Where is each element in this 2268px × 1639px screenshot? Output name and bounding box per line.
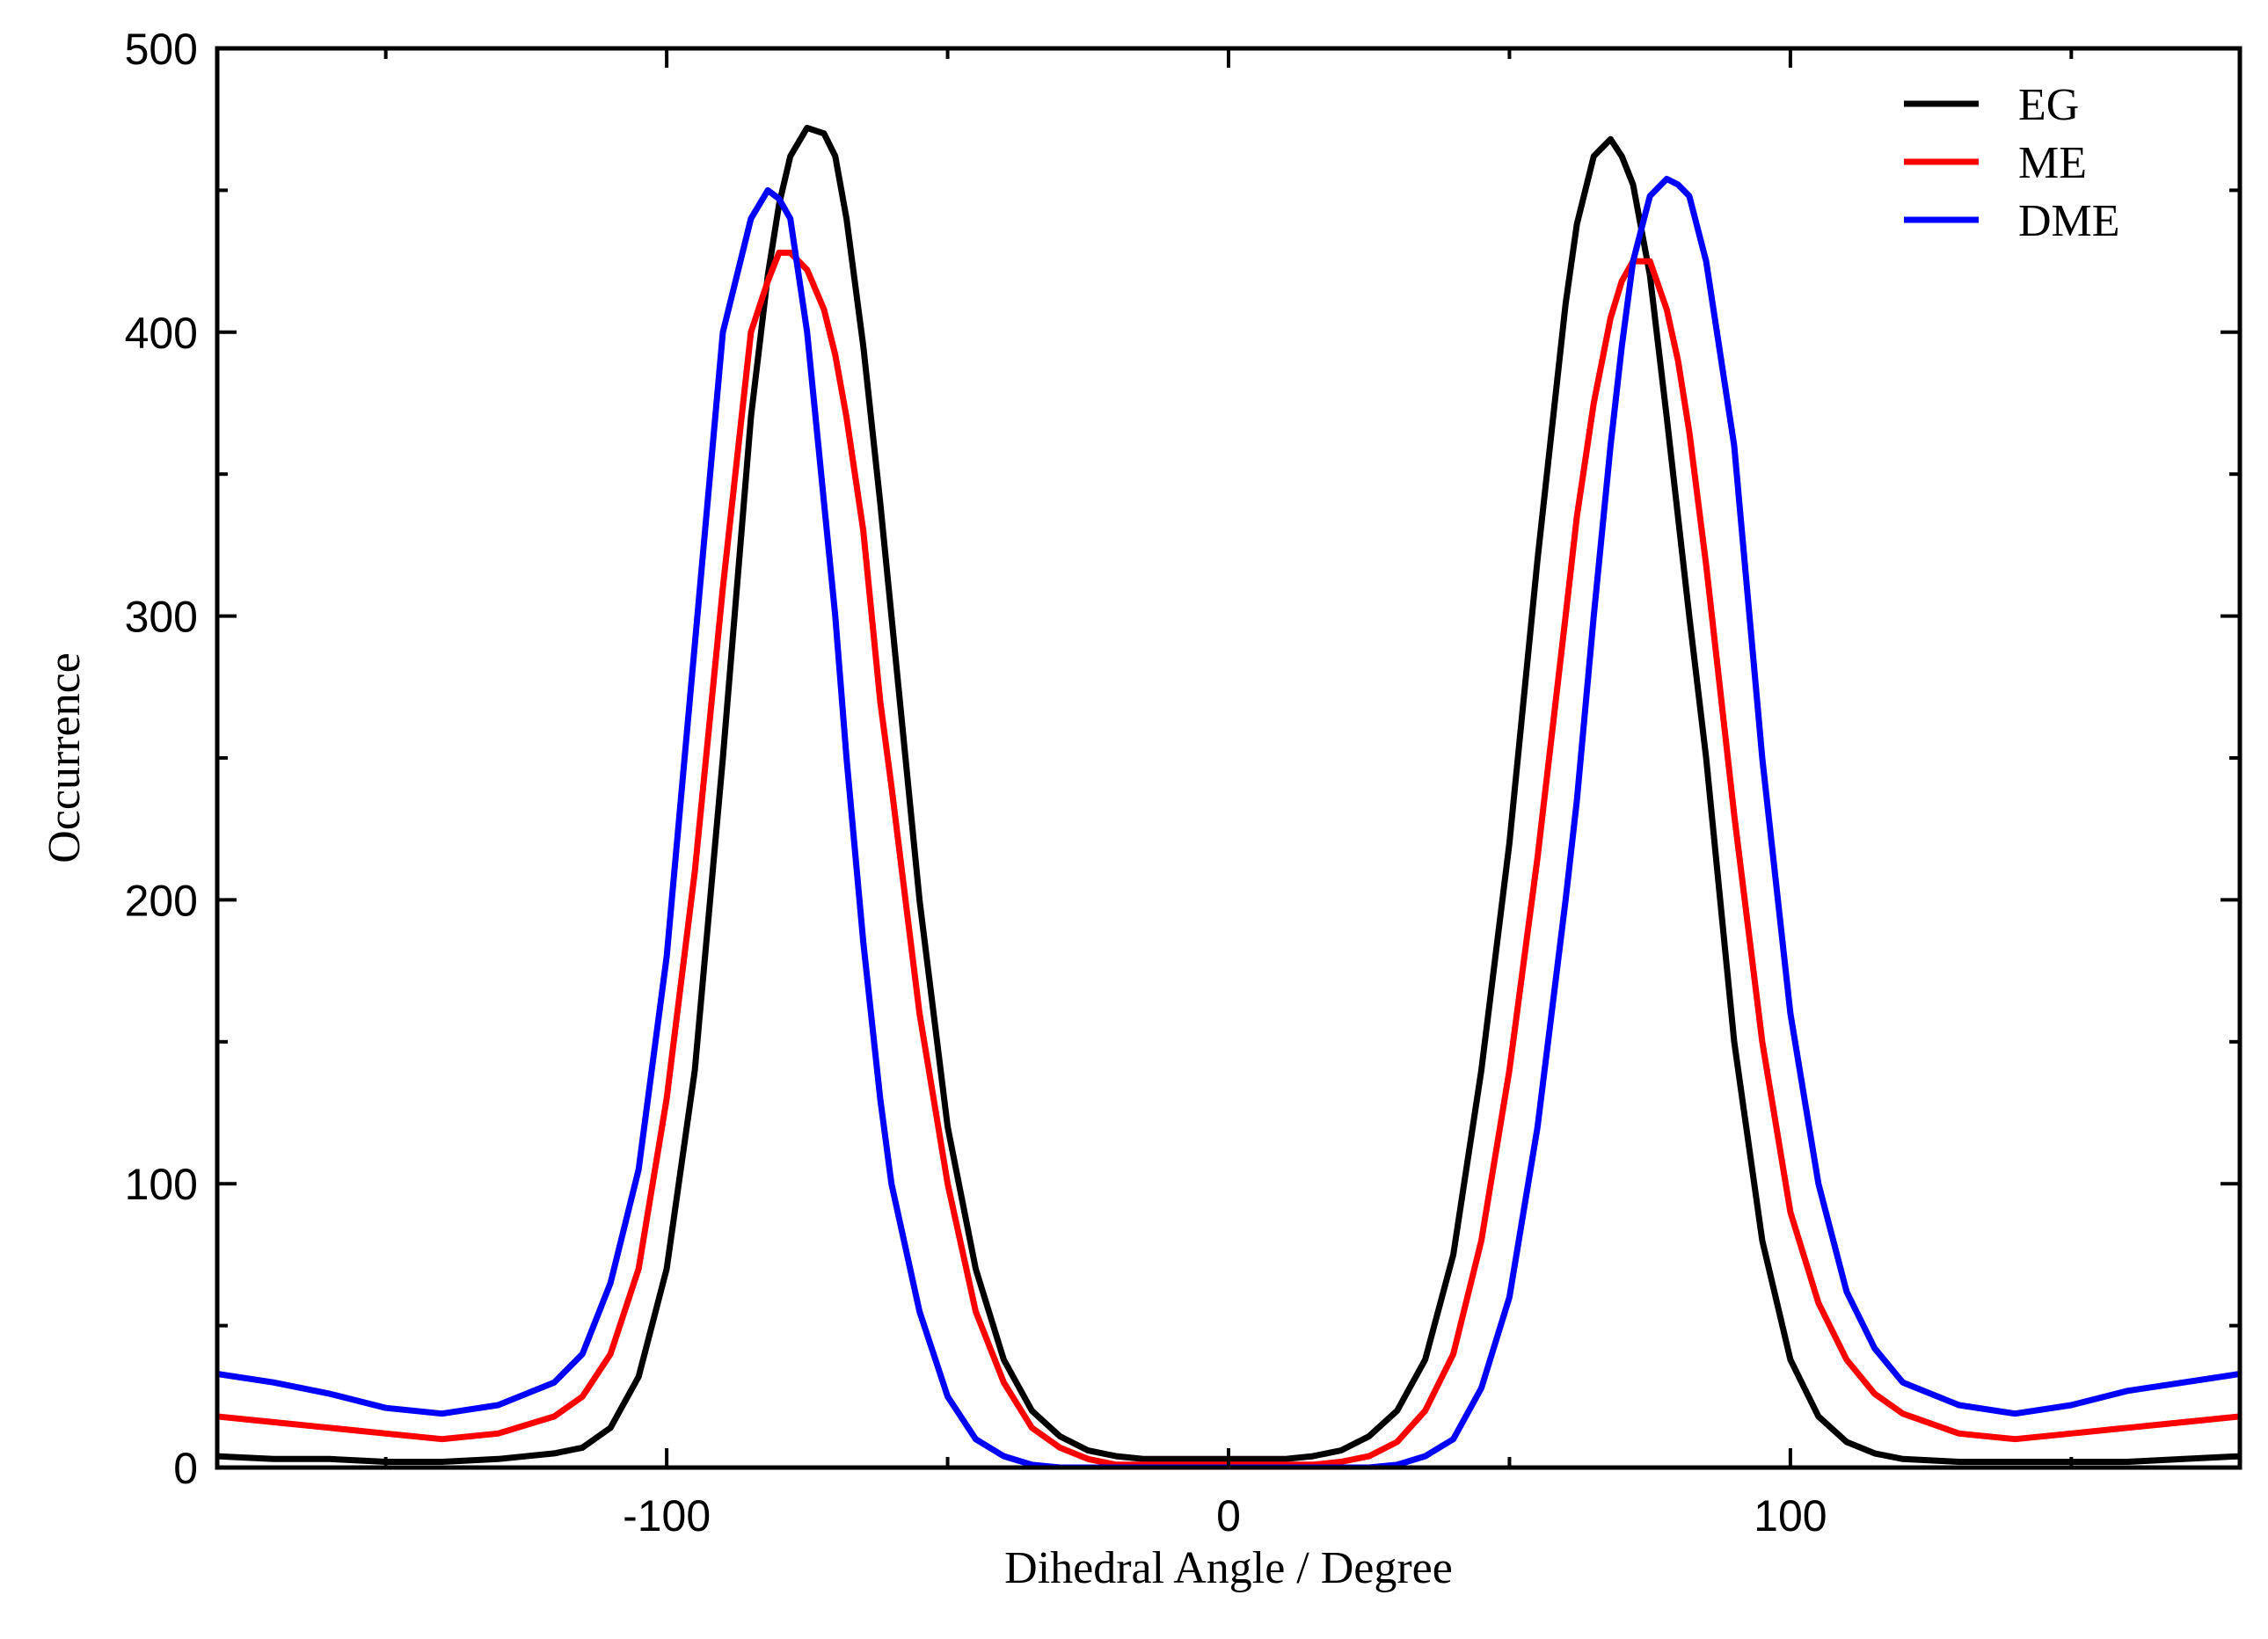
legend-label-eg: EG xyxy=(2018,80,2079,130)
y-tick-label: 200 xyxy=(125,876,198,925)
plot-frame xyxy=(215,46,2242,1470)
legend-label-me: ME xyxy=(2018,138,2087,188)
legend: EG ME DME xyxy=(1904,80,2120,246)
x-tick-label: 100 xyxy=(1754,1491,1827,1541)
series-line-me xyxy=(217,249,2240,1468)
y-tick-label: 0 xyxy=(173,1444,198,1493)
y-axis-title: Occurrence xyxy=(40,652,90,863)
series-line-dme xyxy=(217,176,2240,1468)
series-line-eg xyxy=(217,124,2240,1465)
y-tick-label: 300 xyxy=(125,593,198,642)
x-tick-label: 0 xyxy=(1216,1491,1241,1541)
legend-label-dme: DME xyxy=(2018,196,2120,246)
y-tick-label: 100 xyxy=(125,1160,198,1209)
y-tick-label: 400 xyxy=(125,309,198,358)
x-axis-title: Dihedral Angle / Degree xyxy=(1004,1543,1453,1593)
y-tick-label: 500 xyxy=(125,25,198,74)
x-tick-label: -100 xyxy=(623,1491,711,1541)
